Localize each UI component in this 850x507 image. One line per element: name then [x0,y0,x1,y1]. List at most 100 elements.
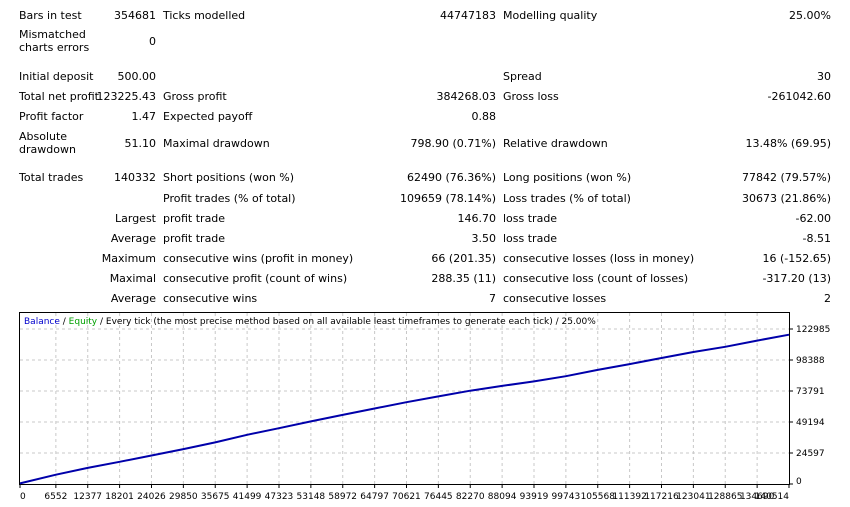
ticks-modelled-value: 44747183 [440,9,496,22]
average-consec-profit-label: consecutive wins [163,292,258,305]
maximum-profit-value: 66 (201.35) [431,252,496,265]
maximal-loss-label: consecutive loss (count of losses) [503,272,689,285]
y-tick-label: 24597 [796,449,825,459]
mismatched-label-line2: charts errors [19,41,90,54]
absolute-drawdown-value: 51.10 [124,137,157,150]
average-consec-prefix: Average [110,292,156,305]
relative-drawdown-label: Relative drawdown [503,137,608,150]
y-tick-label: 98388 [796,356,825,366]
chart-x-axis: 0 6552 12377 18201 24026 29850 35675 41499 47323… [19,484,790,502]
profit-factor-value: 1.47 [131,110,157,123]
modelling-quality-value: 25.00% [789,9,831,22]
gross-loss-label: Gross loss [503,90,559,103]
spread-value: 30 [817,70,831,83]
x-tick-label: 18201 [105,492,134,502]
x-tick-label: 64797 [360,492,389,502]
absolute-drawdown-label-line2: drawdown [19,143,76,156]
maximum-loss-value: 16 (-152.65) [762,252,831,265]
average-profit-label: profit trade [163,232,226,245]
balance-chart-svg: 0 24597 49194 73791 98388 122985 0 6552 12377 18… [19,312,830,502]
y-tick-label: 122985 [796,325,830,335]
x-tick-label: 70621 [392,492,421,502]
x-tick-label: 99743 [552,492,581,502]
average-consec-profit-value: 7 [489,292,496,305]
largest-loss-value: -62.00 [795,212,831,225]
balance-series-line [19,333,790,485]
initial-deposit-label: Initial deposit [19,70,94,83]
legend-balance: Balance [24,317,60,327]
maximal-loss-value: -317.20 (13) [762,272,831,285]
x-tick-label: 128865 [708,492,742,502]
profit-trades-value: 109659 (78.14%) [399,192,496,205]
x-tick-label: 88094 [488,492,517,502]
maximum-prefix: Maximum [101,252,156,265]
x-tick-label: 41499 [233,492,262,502]
average-loss-value: -8.51 [802,232,831,245]
bars-in-test-value: 354681 [114,9,156,22]
bars-in-test-label: Bars in test [19,9,82,22]
absolute-drawdown-label-line1: Absolute [19,130,68,143]
x-tick-label: 24026 [137,492,166,502]
legend-equity: Equity [69,317,98,327]
mismatched-label-line1: Mismatched [19,28,86,41]
x-tick-label: 76445 [424,492,453,502]
maximum-loss-label: consecutive losses (loss in money) [503,252,695,265]
gross-profit-value: 384268.03 [436,90,497,103]
long-positions-label: Long positions (won %) [503,171,632,184]
x-tick-label: 47323 [265,492,294,502]
average-prefix: Average [110,232,156,245]
x-tick-label: 134690 [740,492,775,502]
maximal-drawdown-value: 798.90 (0.71%) [410,137,496,150]
spread-label: Spread [503,70,542,83]
short-positions-value: 62490 (76.36%) [406,171,496,184]
relative-drawdown-value: 13.48% (69.95) [745,137,831,150]
x-tick-label: 105568 [581,492,616,502]
average-consec-loss-value: 2 [824,292,831,305]
x-tick-label: 0 [20,492,26,502]
largest-loss-label: loss trade [503,212,558,225]
y-tick-label: 73791 [796,387,825,397]
total-net-profit-value: 123225.43 [96,90,157,103]
chart-y-axis: 0 24597 49194 73791 98388 122985 [789,325,830,487]
largest-profit-value: 146.70 [457,212,497,225]
total-trades-value: 140332 [114,171,156,184]
x-tick-label: 93919 [520,492,549,502]
x-tick-label: 29850 [169,492,198,502]
average-loss-label: loss trade [503,232,558,245]
long-positions-value: 77842 (79.57%) [741,171,831,184]
x-tick-label: 53148 [297,492,326,502]
loss-trades-label: Loss trades (% of total) [503,192,631,205]
x-tick-label: 12377 [73,492,102,502]
balance-chart: 0 24597 49194 73791 98388 122985 0 6552 12377 18… [0,312,850,507]
chart-grid [20,313,789,484]
x-tick-label: 140514 [755,492,790,502]
x-tick-label: 111392 [612,492,646,502]
expected-payoff-value: 0.88 [471,110,497,123]
maximal-prefix: Maximal [109,272,156,285]
x-tick-label: 35675 [201,492,230,502]
mismatched-value: 0 [149,35,156,48]
y-tick-label: 49194 [796,418,825,428]
gross-profit-label: Gross profit [163,90,227,103]
maximal-drawdown-label: Maximal drawdown [163,137,270,150]
gross-loss-value: -261042.60 [767,90,831,103]
maximal-profit-value: 288.35 (11) [431,272,496,285]
maximal-profit-label: consecutive profit (count of wins) [163,272,348,285]
initial-deposit-value: 500.00 [117,70,157,83]
short-positions-label: Short positions (won %) [163,171,295,184]
legend-description: / Every tick (the most precise method ba… [97,317,596,327]
average-consec-loss-label: consecutive losses [503,292,607,305]
maximum-profit-label: consecutive wins (profit in money) [163,252,354,265]
modelling-quality-label: Modelling quality [503,9,598,22]
profit-trades-label: Profit trades (% of total) [163,192,296,205]
largest-profit-label: profit trade [163,212,226,225]
ticks-modelled-label: Ticks modelled [163,9,246,22]
y-tick-label: 0 [796,477,802,487]
average-profit-value: 3.50 [471,232,497,245]
loss-trades-value: 30673 (21.86%) [741,192,831,205]
expected-payoff-label: Expected payoff [163,110,253,123]
x-tick-label: 6552 [44,492,67,502]
x-tick-label: 82270 [456,492,485,502]
chart-legend: Balance / Equity / Every tick (the most … [24,317,596,327]
legend-sep: / [60,317,69,327]
